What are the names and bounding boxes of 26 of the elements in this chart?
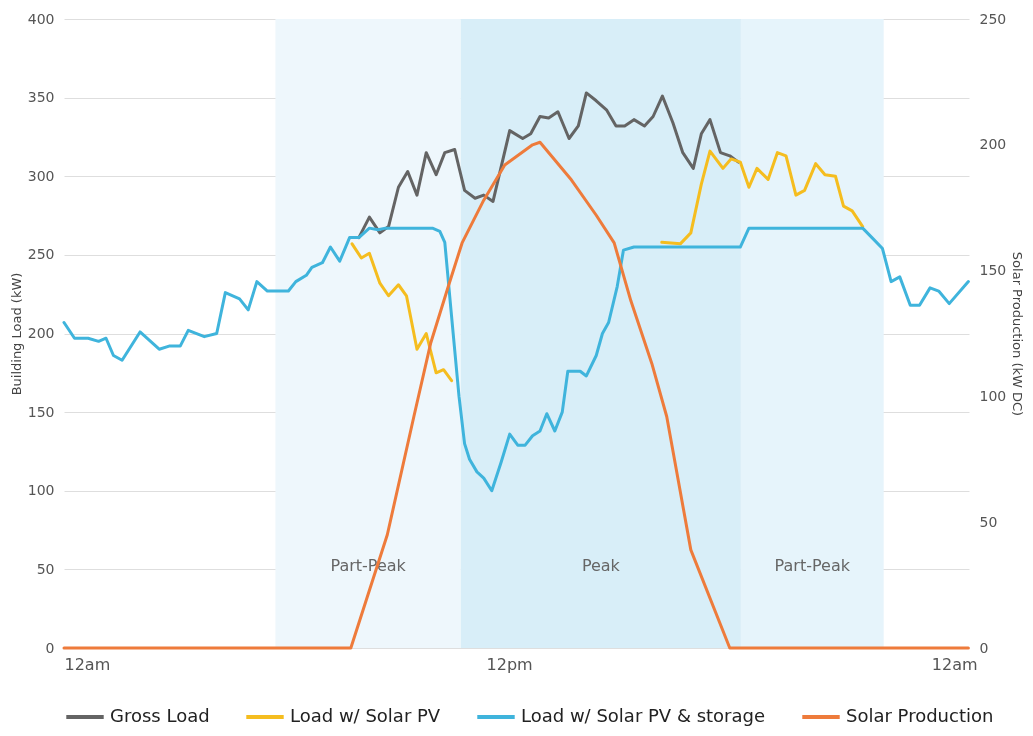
y-tick-label: 350 [27, 89, 55, 106]
y-tick-label: 200 [27, 325, 55, 341]
x-tick-label: 12pm [486, 654, 533, 674]
y2-tick-label: 0 [979, 639, 989, 656]
y-tick-label: 0 [45, 639, 55, 656]
y2-tick-label: 100 [979, 387, 1007, 404]
y2-tick-label: 150 [979, 262, 1007, 279]
legend-label: Solar Production [846, 705, 994, 726]
y-tick-label: 300 [27, 167, 55, 184]
y2-axis-title: Solar Production (kW DC) [1010, 251, 1026, 417]
y2-tick-label: 50 [979, 513, 998, 530]
y-tick-label: 400 [27, 10, 55, 27]
y-tick-label: 150 [27, 403, 55, 420]
legend-label: Load w/ Solar PV [290, 705, 441, 726]
legend-label: Load w/ Solar PV & storage [521, 705, 766, 726]
y-tick-label: 50 [36, 560, 55, 577]
x-tick-label: 12am [931, 654, 978, 674]
band-label: Peak [581, 556, 621, 575]
y2-tick-label: 200 [979, 136, 1007, 153]
legend-label: Gross Load [110, 705, 210, 726]
y-tick-label: 100 [27, 482, 55, 499]
x-tick-label: 12am [64, 654, 111, 674]
band-label: Part-Peak [774, 556, 851, 575]
y2-tick-label: 250 [979, 10, 1007, 27]
y-tick-label: 250 [27, 246, 55, 263]
y-axis-title: Building Load (kW) [8, 272, 24, 396]
